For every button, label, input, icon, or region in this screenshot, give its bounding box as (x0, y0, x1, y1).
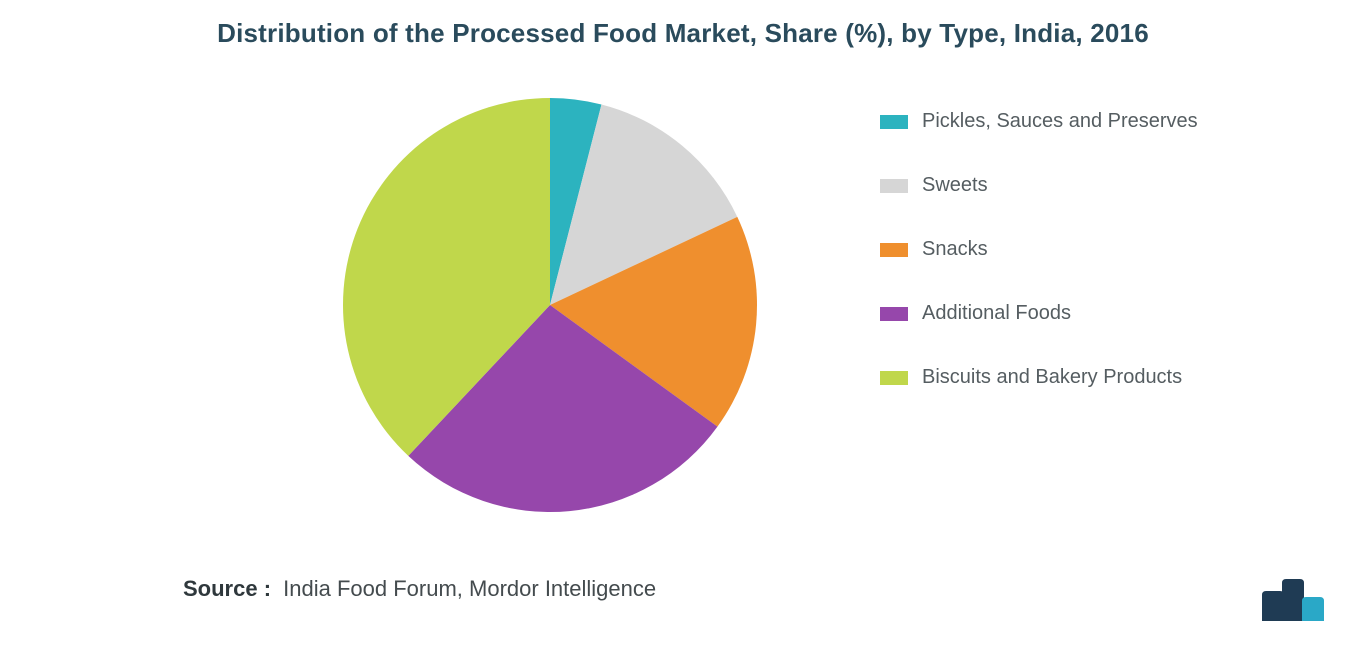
logo-bar (1302, 597, 1324, 621)
legend-label: Biscuits and Bakery Products (922, 366, 1182, 389)
legend-item: Pickles, Sauces and Preserves (880, 110, 1198, 133)
legend-label: Sweets (922, 174, 988, 197)
logo-bar (1262, 591, 1284, 621)
logo-bar (1282, 579, 1304, 621)
legend-label: Snacks (922, 238, 988, 261)
source-text: India Food Forum, Mordor Intelligence (283, 576, 656, 601)
legend-item: Snacks (880, 238, 1198, 261)
legend-item: Additional Foods (880, 302, 1198, 325)
legend-swatch (880, 179, 908, 193)
logo-svg (1258, 579, 1328, 621)
chart-title: Distribution of the Processed Food Marke… (0, 18, 1366, 49)
legend-swatch (880, 115, 908, 129)
legend-swatch (880, 243, 908, 257)
pie-chart-svg (340, 95, 760, 515)
mordor-logo-icon (1258, 579, 1328, 621)
legend-label: Pickles, Sauces and Preserves (922, 110, 1198, 133)
legend-label: Additional Foods (922, 302, 1071, 325)
legend-item: Sweets (880, 174, 1198, 197)
chart-legend: Pickles, Sauces and Preserves Sweets Snack… (880, 110, 1198, 389)
source-label: Source : (183, 576, 271, 601)
pie-chart (340, 95, 760, 515)
legend-item: Biscuits and Bakery Products (880, 366, 1198, 389)
source-line: Source : India Food Forum, Mordor Intell… (183, 576, 656, 602)
legend-swatch (880, 371, 908, 385)
legend-swatch (880, 307, 908, 321)
